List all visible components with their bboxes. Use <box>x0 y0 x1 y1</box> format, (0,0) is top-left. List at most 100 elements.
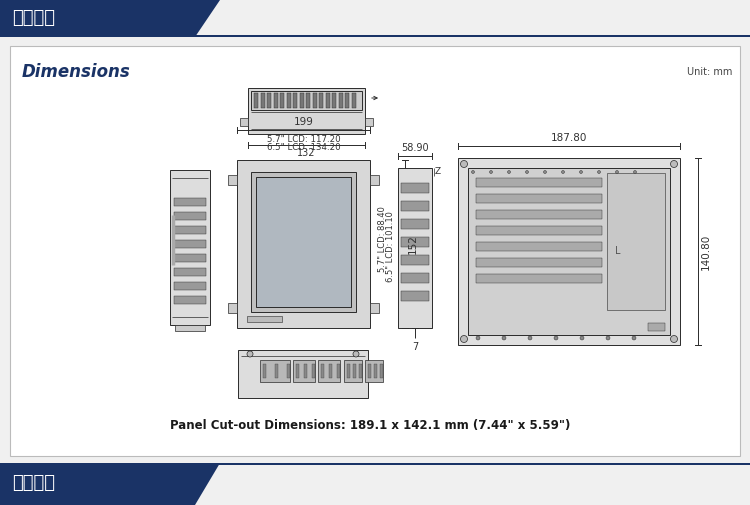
Bar <box>344 360 362 382</box>
Bar <box>380 364 383 378</box>
Bar <box>476 178 602 187</box>
Circle shape <box>460 335 467 342</box>
Circle shape <box>632 336 636 340</box>
Circle shape <box>616 171 619 174</box>
Bar <box>0 463 750 465</box>
Bar <box>293 93 297 108</box>
Bar <box>174 282 206 290</box>
Circle shape <box>528 336 532 340</box>
Bar <box>238 350 368 398</box>
Bar <box>254 93 258 108</box>
Bar <box>476 194 602 203</box>
Text: 199: 199 <box>293 117 314 127</box>
Bar <box>476 274 602 283</box>
Bar <box>175 325 205 331</box>
Bar <box>312 364 315 378</box>
Bar <box>280 93 284 108</box>
Bar <box>174 212 206 220</box>
Bar <box>251 172 356 312</box>
Bar <box>240 118 248 126</box>
Bar <box>248 88 365 134</box>
Circle shape <box>502 336 506 340</box>
Bar <box>347 364 350 378</box>
Bar <box>274 93 278 108</box>
Circle shape <box>476 336 480 340</box>
Bar <box>326 93 329 108</box>
Bar <box>401 291 429 301</box>
Bar <box>468 168 670 335</box>
Text: 140.80: 140.80 <box>701 233 711 270</box>
Bar <box>476 258 602 267</box>
Bar <box>401 219 429 229</box>
Circle shape <box>508 171 511 174</box>
Bar <box>337 364 340 378</box>
Bar <box>174 226 206 234</box>
Bar <box>247 316 282 322</box>
Text: Z: Z <box>435 168 441 177</box>
Bar <box>401 183 429 193</box>
Bar <box>321 364 324 378</box>
Bar <box>401 201 429 211</box>
Bar <box>10 46 740 456</box>
Text: 6.5" LCD: 134.20: 6.5" LCD: 134.20 <box>267 143 340 152</box>
Circle shape <box>554 336 558 340</box>
Circle shape <box>598 171 601 174</box>
Circle shape <box>460 161 467 168</box>
Text: 产品配置: 产品配置 <box>12 474 55 492</box>
Bar <box>319 93 323 108</box>
Bar <box>251 91 362 110</box>
Circle shape <box>562 171 565 174</box>
Bar <box>260 360 290 382</box>
Bar <box>458 158 680 345</box>
Bar <box>237 160 370 328</box>
Bar <box>353 364 356 378</box>
Bar <box>352 93 356 108</box>
Bar <box>370 303 379 313</box>
Bar <box>648 323 665 331</box>
Bar <box>263 364 266 378</box>
Polygon shape <box>0 0 220 37</box>
Bar <box>299 93 304 108</box>
Circle shape <box>526 171 529 174</box>
Bar <box>374 364 377 378</box>
Circle shape <box>580 171 583 174</box>
Bar <box>228 303 237 313</box>
Bar <box>365 118 373 126</box>
Bar <box>313 93 316 108</box>
Bar <box>359 364 362 378</box>
Bar <box>293 360 315 382</box>
Text: 58.90: 58.90 <box>401 143 429 153</box>
Bar <box>476 242 602 251</box>
Circle shape <box>606 336 610 340</box>
Text: 7: 7 <box>412 342 419 352</box>
Text: 187.80: 187.80 <box>550 133 587 143</box>
Circle shape <box>353 351 359 357</box>
Text: 6.5" LCD: 101.10: 6.5" LCD: 101.10 <box>386 212 395 282</box>
Circle shape <box>544 171 547 174</box>
Bar <box>401 237 429 247</box>
Bar <box>338 93 343 108</box>
Bar <box>296 364 299 378</box>
Text: Panel Cut-out Dimensions: 189.1 x 142.1 mm (7.44" x 5.59"): Panel Cut-out Dimensions: 189.1 x 142.1 … <box>170 419 570 431</box>
Polygon shape <box>0 463 220 505</box>
Text: Dimensions: Dimensions <box>22 63 130 81</box>
Bar <box>174 198 206 206</box>
Bar <box>174 268 206 276</box>
Bar <box>608 173 665 310</box>
Circle shape <box>472 171 475 174</box>
Bar <box>365 360 383 382</box>
Bar <box>275 364 278 378</box>
Bar <box>287 364 290 378</box>
Text: 5.7" LCD: 117.20: 5.7" LCD: 117.20 <box>267 135 340 144</box>
Bar <box>170 170 210 325</box>
Circle shape <box>490 171 493 174</box>
Bar <box>174 296 206 304</box>
Bar <box>174 254 206 262</box>
Bar <box>286 93 290 108</box>
Bar <box>368 364 371 378</box>
Bar <box>476 226 602 235</box>
Circle shape <box>670 335 677 342</box>
Bar <box>306 93 310 108</box>
Bar <box>0 35 750 37</box>
Text: L: L <box>614 246 620 257</box>
